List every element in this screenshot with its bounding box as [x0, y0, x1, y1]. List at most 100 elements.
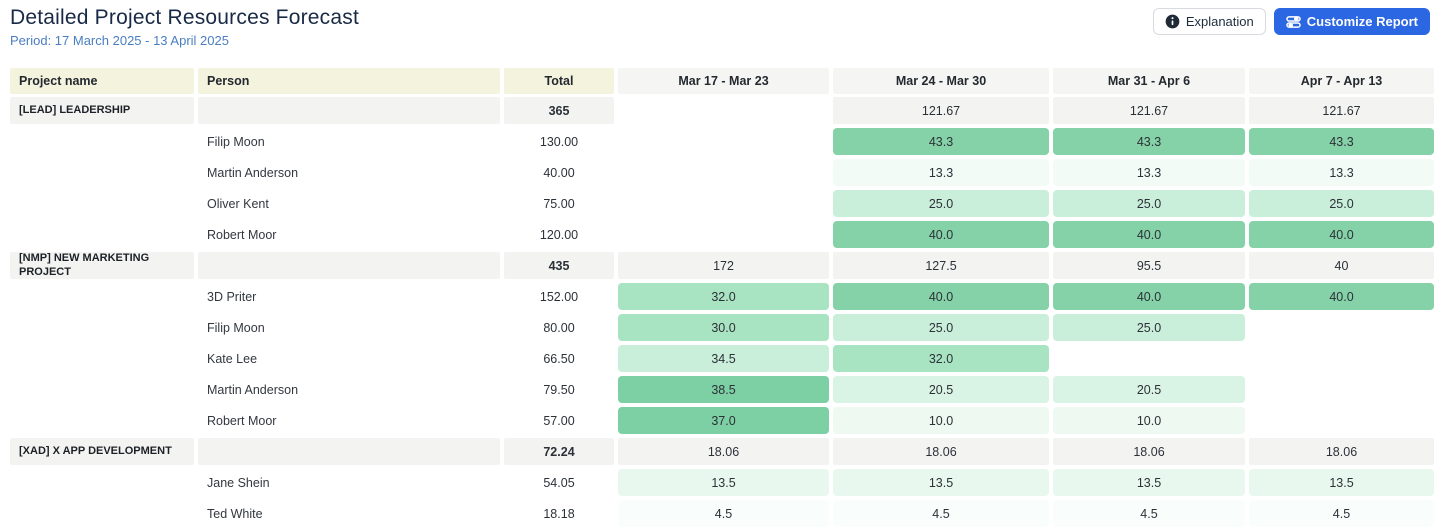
total-cell: 80.00 — [543, 320, 575, 335]
project-name-cell: [LEAD] LEADERSHIP — [8, 95, 196, 126]
person-row: Jane Shein 54.05 13.5 13.5 13.5 13.5 — [8, 467, 1436, 498]
week-cell: 10.0 — [831, 405, 1051, 436]
week-cell: 32.0 — [831, 343, 1051, 374]
total-cell: 130.00 — [539, 134, 579, 149]
person-row: Martin Anderson 40.00 13.3 13.3 13.3 — [8, 157, 1436, 188]
week-cell: 30.0 — [616, 312, 831, 343]
total-cell: 57.00 — [543, 413, 575, 428]
project-name-cell — [8, 498, 196, 529]
project-name-cell — [8, 343, 196, 374]
week-cell: 4.5 — [1051, 498, 1247, 529]
person-row: Robert Moor 120.00 40.0 40.0 40.0 — [8, 219, 1436, 250]
week-cell: 34.5 — [616, 343, 831, 374]
week-cell: 4.5 — [616, 498, 831, 529]
title-block: Detailed Project Resources Forecast Peri… — [10, 6, 359, 48]
week-cell: 32.0 — [616, 281, 831, 312]
project-name-cell — [8, 374, 196, 405]
project-group-row: [NMP] NEW MARKETING PROJECT 435 172 127.5 95… — [8, 250, 1436, 281]
person-row: Ted White 18.18 4.5 4.5 4.5 4.5 — [8, 498, 1436, 529]
week-cell: 40.0 — [1051, 281, 1247, 312]
week-cell: 127.5 — [831, 250, 1051, 281]
week-cell: 43.3 — [1247, 126, 1436, 157]
total-cell: 79.50 — [543, 382, 575, 397]
week-cell — [1247, 312, 1436, 343]
person-row: Robert Moor 57.00 37.0 10.0 10.0 — [8, 405, 1436, 436]
column-header: Total — [502, 67, 616, 95]
person-cell: Robert Moor — [207, 413, 277, 428]
week-cell — [616, 95, 831, 126]
person-row: Oliver Kent 75.00 25.0 25.0 25.0 — [8, 188, 1436, 219]
total-cell: 120.00 — [539, 227, 579, 242]
week-cell: 18.06 — [616, 436, 831, 467]
customize-report-button[interactable]: Customize Report — [1273, 8, 1430, 35]
week-cell — [616, 188, 831, 219]
person-cell — [196, 95, 502, 126]
report-header: Detailed Project Resources Forecast Peri… — [0, 0, 1440, 48]
project-name-cell — [8, 467, 196, 498]
week-cell — [1247, 405, 1436, 436]
week-cell: 95.5 — [1051, 250, 1247, 281]
project-name-cell: [NMP] NEW MARKETING PROJECT — [8, 250, 196, 281]
project-group-row: [LEAD] LEADERSHIP 365 121.67 121.67 121.67 — [8, 95, 1436, 126]
person-cell: Filip Moon — [207, 320, 265, 335]
week-cell: 121.67 — [1051, 95, 1247, 126]
week-cell: 40.0 — [1247, 281, 1436, 312]
week-cell: 40 — [1247, 250, 1436, 281]
week-cell: 13.5 — [1051, 467, 1247, 498]
person-row: Kate Lee 66.50 34.5 32.0 — [8, 343, 1436, 374]
project-name-cell — [8, 405, 196, 436]
project-name-cell — [8, 219, 196, 250]
total-cell: 40.00 — [543, 165, 575, 180]
week-cell: 13.5 — [616, 467, 831, 498]
person-cell: Jane Shein — [207, 475, 270, 490]
project-name-cell — [8, 188, 196, 219]
customize-report-button-label: Customize Report — [1306, 14, 1418, 29]
week-cell — [616, 157, 831, 188]
column-header: Apr 7 - Apr 13 — [1247, 67, 1436, 95]
week-cell: 20.5 — [831, 374, 1051, 405]
week-cell — [1051, 343, 1247, 374]
explanation-button[interactable]: Explanation — [1152, 8, 1266, 35]
week-cell: 25.0 — [1051, 312, 1247, 343]
total-cell: 18.18 — [543, 506, 575, 521]
week-cell — [1247, 374, 1436, 405]
week-cell: 25.0 — [1051, 188, 1247, 219]
header-actions: Explanation Customize Report — [1152, 8, 1430, 35]
week-cell — [616, 126, 831, 157]
week-cell: 13.3 — [1051, 157, 1247, 188]
week-cell — [616, 219, 831, 250]
project-name-cell — [8, 126, 196, 157]
week-cell: 20.5 — [1051, 374, 1247, 405]
person-cell — [196, 436, 502, 467]
info-icon — [1165, 14, 1180, 29]
week-cell: 25.0 — [831, 188, 1051, 219]
week-cell: 172 — [616, 250, 831, 281]
week-cell: 4.5 — [831, 498, 1051, 529]
total-cell: 435 — [502, 250, 616, 281]
project-name-cell — [8, 312, 196, 343]
total-cell: 66.50 — [543, 351, 575, 366]
total-cell: 72.24 — [502, 436, 616, 467]
person-cell: Oliver Kent — [207, 196, 269, 211]
column-header: Mar 17 - Mar 23 — [616, 67, 831, 95]
project-name-cell — [8, 157, 196, 188]
column-header: Mar 24 - Mar 30 — [831, 67, 1051, 95]
project-name-cell: [XAD] X APP DEVELOPMENT — [8, 436, 196, 467]
person-row: 3D Priter 152.00 32.0 40.0 40.0 40.0 — [8, 281, 1436, 312]
person-cell: 3D Priter — [207, 289, 257, 304]
page-title: Detailed Project Resources Forecast — [10, 6, 359, 29]
week-cell: 4.5 — [1247, 498, 1436, 529]
person-cell: Ted White — [207, 506, 263, 521]
week-cell: 40.0 — [831, 219, 1051, 250]
week-cell: 25.0 — [831, 312, 1051, 343]
week-cell: 37.0 — [616, 405, 831, 436]
week-cell: 40.0 — [1051, 219, 1247, 250]
week-cell — [1247, 343, 1436, 374]
person-cell: Martin Anderson — [207, 382, 299, 397]
person-row: Filip Moon 80.00 30.0 25.0 25.0 — [8, 312, 1436, 343]
column-header: Mar 31 - Apr 6 — [1051, 67, 1247, 95]
week-cell: 13.3 — [831, 157, 1051, 188]
week-cell: 121.67 — [831, 95, 1051, 126]
week-cell: 13.3 — [1247, 157, 1436, 188]
